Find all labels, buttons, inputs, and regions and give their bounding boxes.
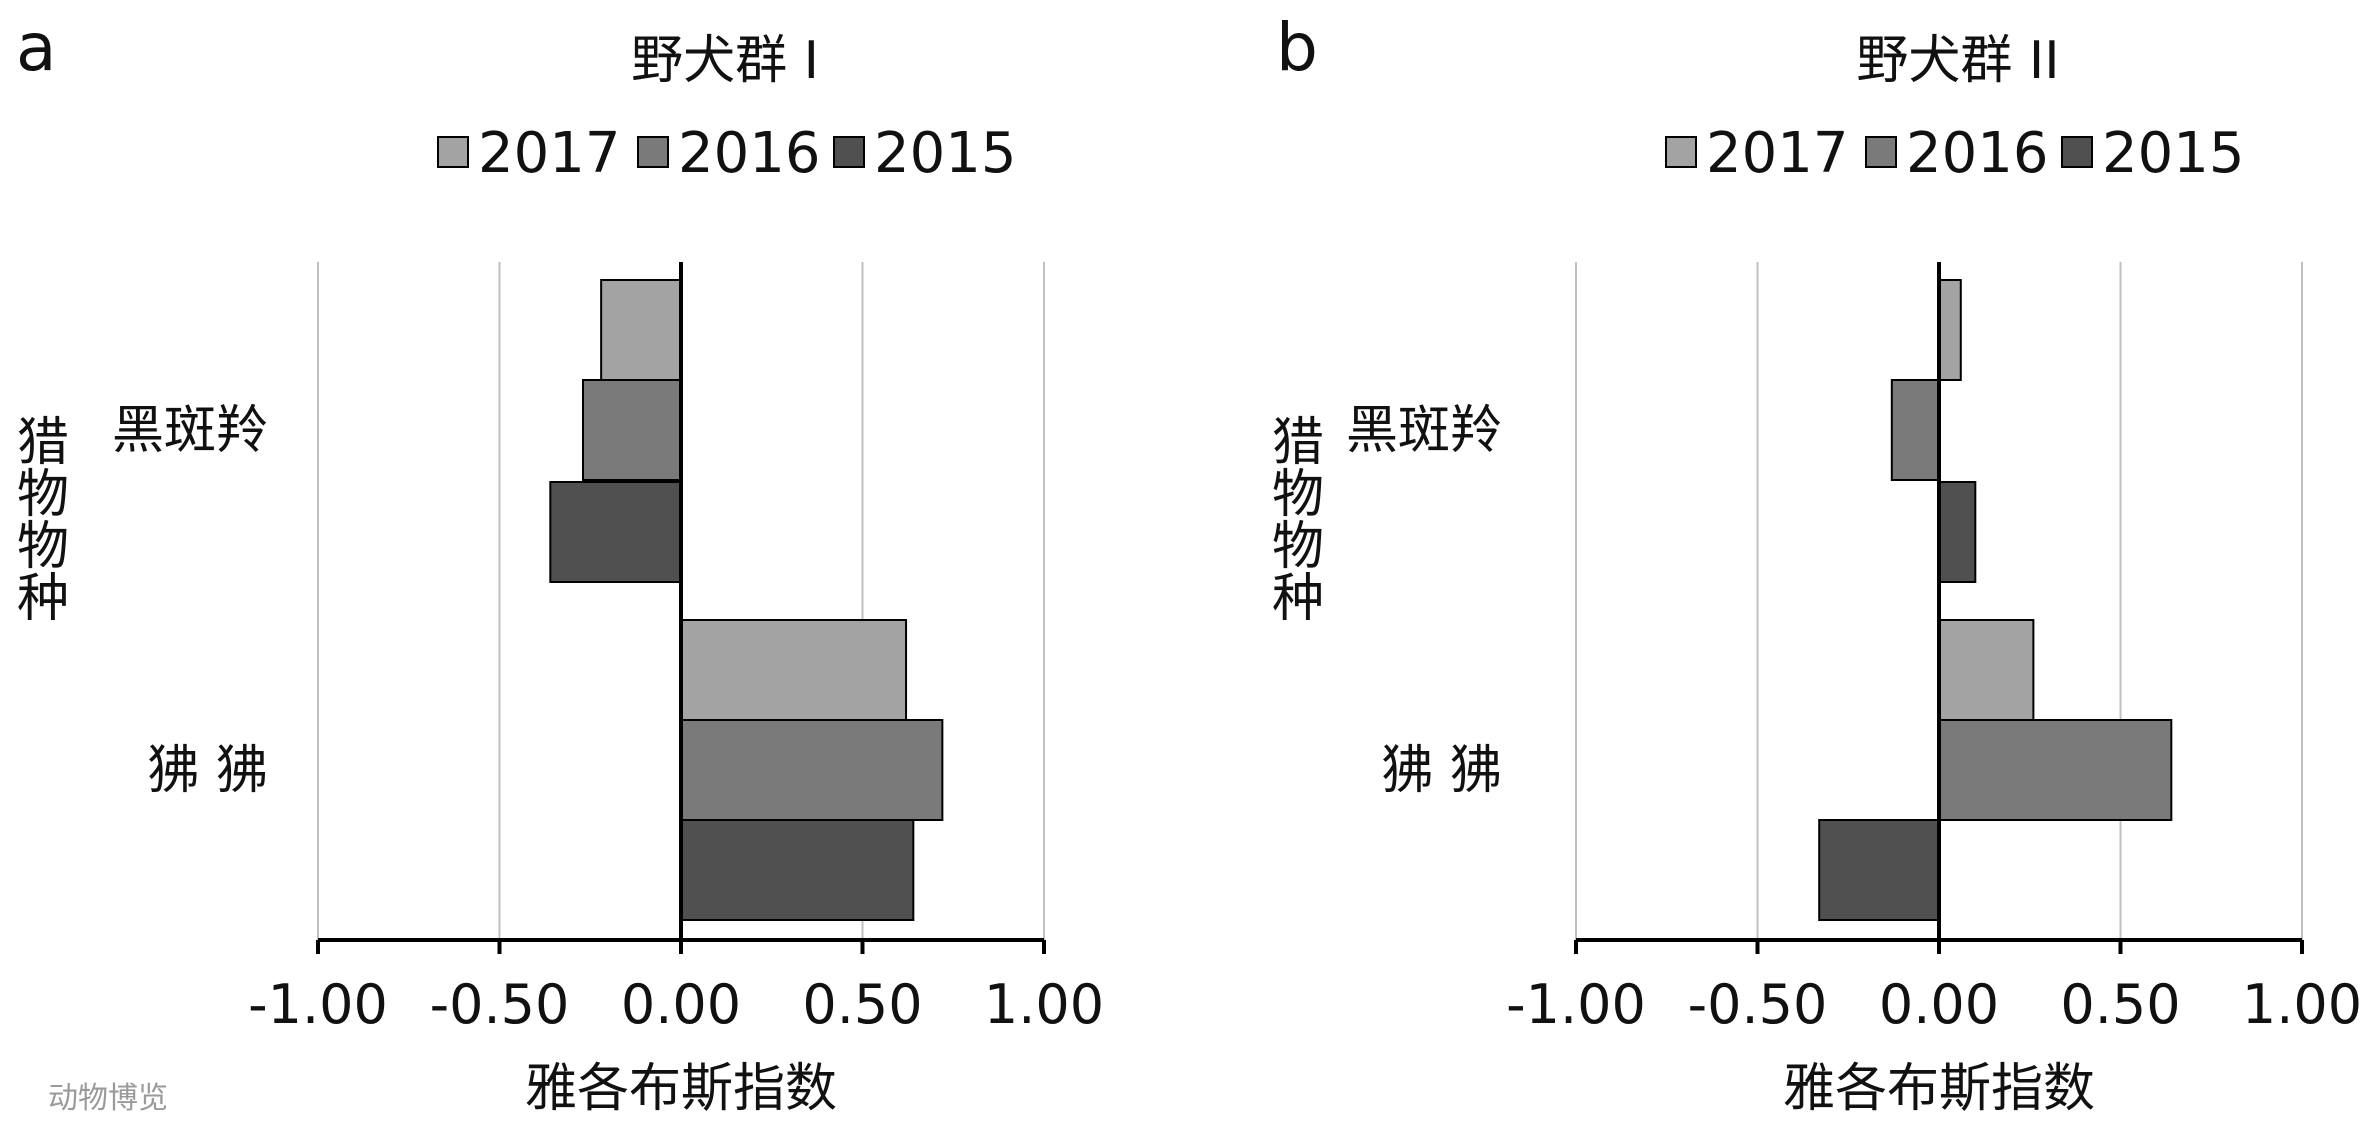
bar-2016-0: [1890, 379, 1941, 481]
bar-2015-0: [549, 481, 682, 583]
legend-swatch-2017: [437, 136, 469, 168]
bar-2015-0: [1938, 481, 1977, 583]
bar-2017-0: [600, 279, 683, 381]
x-axis-title: 雅各布斯指数: [1783, 1059, 2095, 1119]
y-axis-title: 猎物物种: [1272, 413, 1324, 629]
x-tick-label: -1.00: [1506, 973, 1646, 1036]
x-tick-label: -0.50: [1688, 973, 1828, 1036]
legend-swatch-2016: [1865, 136, 1897, 168]
legend-label-2017: 2017: [1706, 121, 1849, 186]
legend-label-2015: 2015: [874, 121, 1017, 186]
category-label: 狒 狒: [147, 741, 268, 801]
legend-swatch-2015: [2061, 136, 2093, 168]
panel-letter: b: [1276, 9, 1318, 86]
legend-label-2016: 2016: [678, 121, 821, 186]
bar-2017-1: [680, 619, 908, 721]
x-tick-label: -1.00: [248, 973, 388, 1036]
x-tick-label: 0.00: [621, 973, 741, 1036]
x-tick-label: 0.50: [802, 973, 922, 1036]
bar-2017-0: [1938, 279, 1962, 381]
bar-2015-1: [1818, 819, 1940, 921]
x-axis-title: 雅各布斯指数: [525, 1059, 837, 1119]
bar-2016-1: [680, 719, 944, 821]
chart-title: 野犬群 I: [631, 31, 819, 91]
chart-title: 野犬群 II: [1856, 31, 2059, 91]
watermark: 动物博览: [48, 1081, 168, 1116]
legend-label-2017: 2017: [478, 121, 621, 186]
panel-letter: a: [16, 9, 56, 86]
legend-swatch-2015: [833, 136, 865, 168]
category-label: 狒 狒: [1381, 741, 1502, 801]
y-axis-title: 猎物物种: [17, 413, 69, 629]
legend-label-2016: 2016: [1906, 121, 2049, 186]
x-tick-label: 0.00: [1879, 973, 1999, 1036]
category-label: 黑斑羚: [1346, 401, 1502, 461]
bar-2016-1: [1938, 719, 2173, 821]
x-tick-label: 1.00: [984, 973, 1104, 1036]
legend-swatch-2016: [637, 136, 669, 168]
x-tick-label: 0.50: [2060, 973, 2180, 1036]
bar-2015-1: [680, 819, 915, 921]
bar-2016-0: [581, 379, 682, 481]
legend-swatch-2017: [1665, 136, 1697, 168]
bar-2017-1: [1938, 619, 2035, 721]
x-tick-label: 1.00: [2242, 973, 2362, 1036]
x-tick-label: -0.50: [430, 973, 570, 1036]
legend-label-2015: 2015: [2102, 121, 2245, 186]
category-label: 黑斑羚: [112, 401, 268, 461]
